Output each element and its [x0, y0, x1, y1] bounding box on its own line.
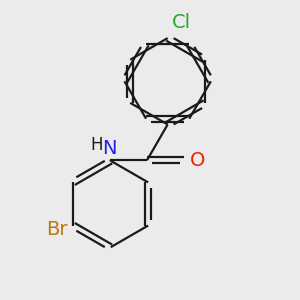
Text: N: N — [103, 139, 117, 158]
Text: O: O — [190, 151, 206, 170]
Text: H: H — [91, 136, 103, 154]
Text: Br: Br — [46, 220, 68, 239]
Text: Cl: Cl — [172, 13, 191, 32]
